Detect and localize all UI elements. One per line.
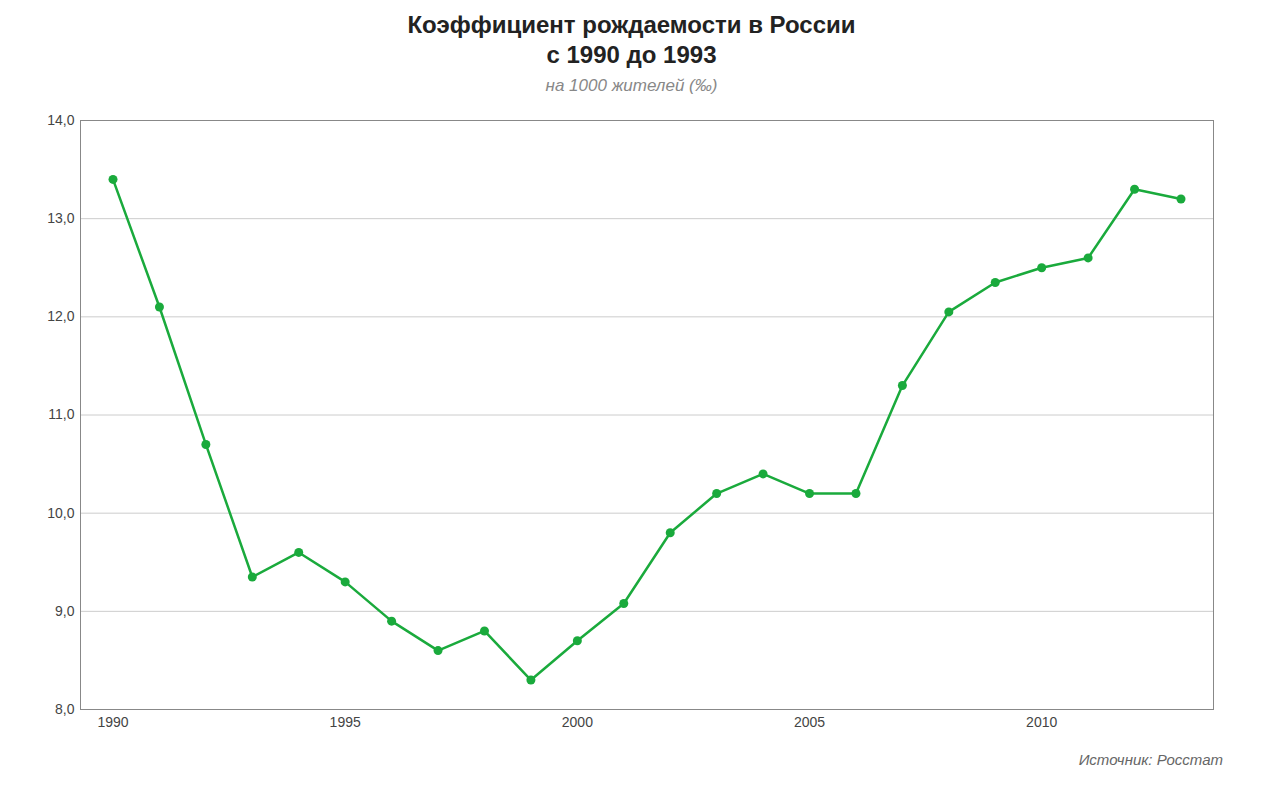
svg-text:1995: 1995 <box>330 714 361 730</box>
svg-text:8,0: 8,0 <box>55 701 75 717</box>
html-text:Коэффициент рождаемости в Росс: Коэффициент рождаемости в России <box>407 11 856 38</box>
svg-text:2010: 2010 <box>1026 714 1057 730</box>
html-text:с 1990 до 1993: с 1990 до 1993 <box>546 41 717 68</box>
svg-text:13,0: 13,0 <box>47 210 74 226</box>
svg-text:10,0: 10,0 <box>47 505 74 521</box>
html-text:на 1000 жителей (‰): на 1000 жителей (‰) <box>545 76 718 95</box>
svg-text:12,0: 12,0 <box>47 308 74 324</box>
svg-text:1990: 1990 <box>97 714 128 730</box>
svg-text:2000: 2000 <box>562 714 593 730</box>
svg-text:2005: 2005 <box>794 714 825 730</box>
html-text:Источник: Росстат: Источник: Росстат <box>1078 751 1223 768</box>
svg-text:14,0: 14,0 <box>47 112 74 128</box>
svg-text:11,0: 11,0 <box>48 406 74 422</box>
svg-text:9,0: 9,0 <box>55 603 75 619</box>
